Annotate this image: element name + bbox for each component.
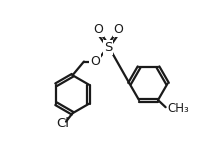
Text: Cl: Cl [56,117,69,130]
Text: S: S [104,41,112,54]
Text: O: O [114,23,124,36]
Text: O: O [90,55,100,68]
Text: CH₃: CH₃ [167,102,189,115]
Text: O: O [93,23,103,36]
